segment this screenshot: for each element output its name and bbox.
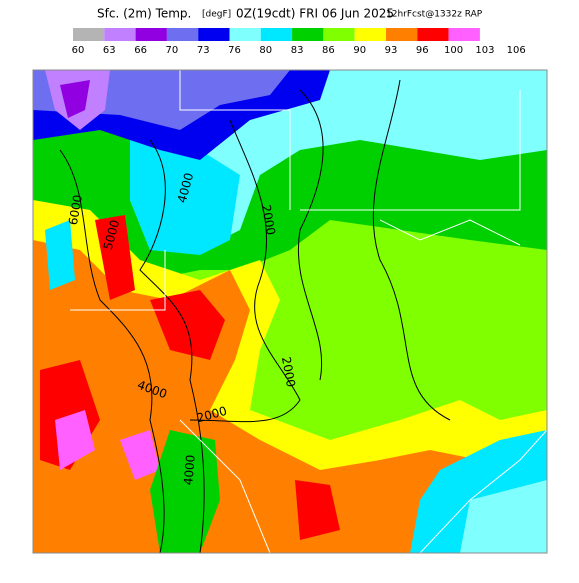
legend-swatch [292,28,324,41]
contour-label: 6000 [66,194,85,227]
legend-label: 70 [166,45,179,56]
borders [70,70,547,553]
legend-swatch [198,28,230,41]
legend-label: 60 [72,45,85,56]
legend-label: 103 [475,45,494,56]
legend-swatch [135,28,167,41]
legend-swatch [386,28,418,41]
legend-label: 100 [444,45,463,56]
title-main: Sfc. (2m) Temp. [97,7,191,21]
legend-label: 83 [291,45,304,56]
legend-label: 93 [385,45,398,56]
temp-zone [45,220,75,290]
legend-label: 96 [416,45,429,56]
legend-swatch [229,28,261,41]
title-valid: 0Z(19cdt) FRI 06 Jun 2025 [236,7,394,21]
map-frame [32,69,548,554]
temp-zone [460,480,547,553]
legend-label: 106 [507,45,526,56]
legend-label: 63 [103,45,116,56]
title-forecast: 12hrFcst@1332z RAP [386,10,483,20]
legend-label: 86 [322,45,335,56]
temp-zone [130,130,240,255]
contour-label: 4000 [181,454,198,486]
legend: 60 63 66 70 73 76 80 83 86 90 93 96 100 103 106 [72,28,526,56]
legend-swatch [104,28,136,41]
legend-swatch [448,28,480,41]
legend-swatch [166,28,199,41]
contours [59,79,451,553]
contour-label: 2000 [279,356,298,389]
legend-label: 76 [228,45,241,56]
temp-zone [60,80,90,118]
legend-label: 80 [259,45,272,56]
legend-label: 90 [353,45,366,56]
legend-label: 73 [197,45,210,56]
legend-swatch [354,28,386,41]
contour-label: 2000 [259,204,278,237]
title-units: [degF] [202,10,231,20]
legend-swatch [73,28,105,41]
temp-zone [40,215,340,540]
legend-swatch [417,28,449,41]
legend-label: 66 [134,45,147,56]
temp-zone [55,410,160,480]
legend-swatch [260,28,293,41]
legend-swatch [323,28,355,41]
